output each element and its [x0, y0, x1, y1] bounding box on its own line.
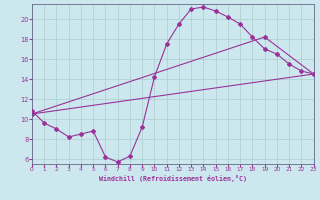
X-axis label: Windchill (Refroidissement éolien,°C): Windchill (Refroidissement éolien,°C)	[99, 175, 247, 182]
